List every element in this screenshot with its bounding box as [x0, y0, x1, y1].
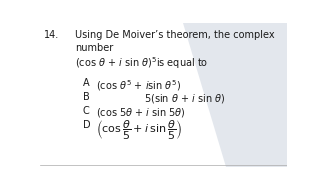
- Text: (cos $\theta^5$ + $i$sin $\theta^5$): (cos $\theta^5$ + $i$sin $\theta^5$): [96, 78, 182, 93]
- Text: $\left(\cos\dfrac{\theta}{5} + i\,\sin\dfrac{\theta}{5}\right)$: $\left(\cos\dfrac{\theta}{5} + i\,\sin\d…: [96, 118, 183, 142]
- Text: D: D: [83, 120, 90, 130]
- Text: Using De Moiver’s theorem, the complex: Using De Moiver’s theorem, the complex: [75, 30, 274, 40]
- Text: 5(sin $\theta$ + $i$ sin $\theta$): 5(sin $\theta$ + $i$ sin $\theta$): [145, 92, 226, 105]
- Text: number: number: [75, 42, 113, 53]
- Polygon shape: [183, 23, 287, 167]
- Text: B: B: [83, 92, 89, 102]
- Text: 14.: 14.: [44, 30, 59, 40]
- Text: C: C: [83, 106, 89, 116]
- Text: A: A: [83, 78, 89, 88]
- Text: (cos 5$\theta$ + $i$ sin 5$\theta$): (cos 5$\theta$ + $i$ sin 5$\theta$): [96, 106, 186, 119]
- Text: (cos $\theta$ + $i$ sin $\theta$)$^5$is equal to: (cos $\theta$ + $i$ sin $\theta$)$^5$is …: [75, 55, 208, 71]
